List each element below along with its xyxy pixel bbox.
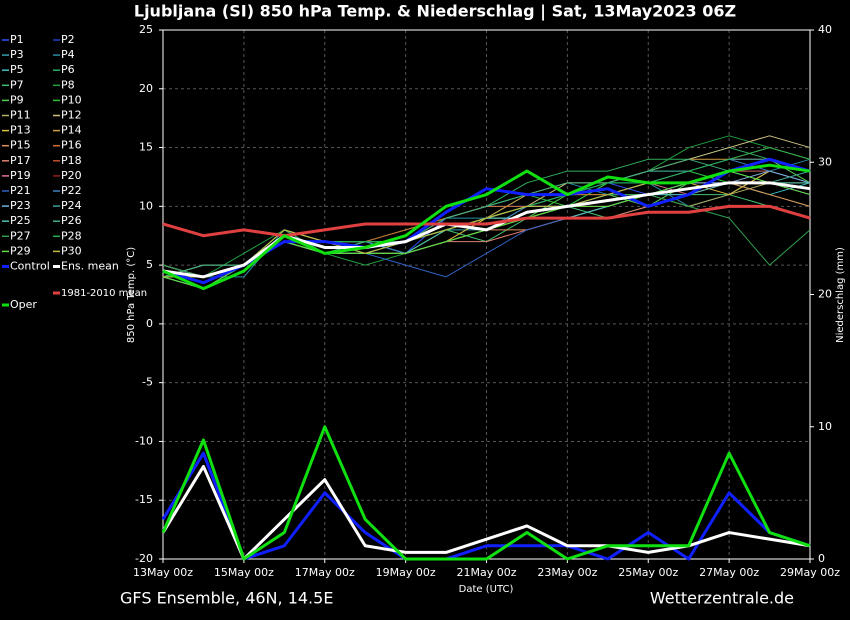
x-tick-label: 19May 00z (376, 566, 436, 579)
legend-label: P1 (10, 33, 24, 46)
credit: Wetterzentrale.de (650, 589, 794, 608)
x-tick-label: 27May 00z (699, 566, 759, 579)
y-tick-label: 25 (139, 23, 153, 36)
legend-label: P11 (10, 109, 31, 122)
legend-label: P10 (61, 93, 82, 106)
precip-line (161, 451, 811, 561)
legend-label: 1981-2010 mean (61, 288, 147, 299)
y-tick-label: 5 (146, 258, 153, 271)
legend-label: P12 (61, 109, 82, 122)
temp-line (162, 163, 811, 291)
y-tick-label: -10 (135, 434, 153, 447)
x-axis-label: Date (UTC) (459, 584, 514, 595)
legend-label: P15 (10, 139, 31, 152)
y2-tick-label: 30 (818, 155, 832, 168)
y-tick-label: -20 (135, 552, 153, 565)
legend-label: P29 (10, 244, 31, 257)
y-tick-label: 0 (146, 317, 153, 330)
legend-label: P8 (61, 78, 75, 91)
legend-label: P2 (61, 33, 75, 46)
legend-label: P18 (61, 154, 82, 167)
y-tick-label: 15 (139, 141, 153, 154)
precip-line (161, 464, 811, 561)
legend-label: P28 (61, 229, 82, 242)
y-tick-label: 20 (139, 82, 153, 95)
y2-axis-label: Niederschlag (mm) (835, 247, 846, 343)
y2-tick-label: 10 (818, 420, 832, 433)
chart-title: Ljubljana (SI) 850 hPa Temp. & Niedersch… (134, 2, 736, 22)
legend-label: P25 (10, 214, 31, 227)
legend-label: P7 (10, 78, 24, 91)
y-axis-label: 850 hPa Temp. (°C) (126, 247, 137, 343)
legend-label: P4 (61, 48, 75, 61)
legend-label: P19 (10, 169, 31, 182)
legend-label: P22 (61, 184, 82, 197)
legend-label: Oper (10, 298, 37, 311)
legend-label: P5 (10, 63, 24, 76)
y2-tick-label: 0 (818, 552, 825, 565)
legend-label: P20 (61, 169, 82, 182)
legend-label: P27 (10, 229, 31, 242)
legend-label: P13 (10, 124, 31, 137)
x-tick-label: 21May 00z (456, 566, 516, 579)
legend-label: P9 (10, 93, 24, 106)
legend-label: P26 (61, 214, 82, 227)
legend-label: P21 (10, 184, 31, 197)
legend-label: P16 (61, 139, 82, 152)
legend-label: P30 (61, 244, 82, 257)
precip-line (161, 425, 811, 561)
temp-line (162, 204, 811, 238)
subtitle: GFS Ensemble, 46N, 14.5E (120, 589, 333, 608)
y-tick-label: -15 (135, 493, 153, 506)
x-tick-label: 13May 00z (133, 566, 193, 579)
legend-label: P6 (61, 63, 75, 76)
x-tick-label: 17May 00z (295, 566, 355, 579)
legend-label: P3 (10, 48, 24, 61)
legend-label: P23 (10, 199, 31, 212)
legend-label: P24 (61, 199, 82, 212)
legend-label: Ens. mean (61, 260, 119, 273)
y-tick-label: 10 (139, 199, 153, 212)
y2-tick-label: 40 (818, 23, 832, 36)
x-tick-label: 23May 00z (537, 566, 597, 579)
legend-label: P17 (10, 154, 31, 167)
legend-label: Control (10, 260, 50, 273)
x-tick-label: 29May 00z (780, 566, 840, 579)
y-tick-label: -5 (142, 376, 153, 389)
x-tick-label: 15May 00z (214, 566, 274, 579)
legend-label: P14 (61, 124, 82, 137)
x-tick-label: 25May 00z (618, 566, 678, 579)
y2-tick-label: 20 (818, 288, 832, 301)
